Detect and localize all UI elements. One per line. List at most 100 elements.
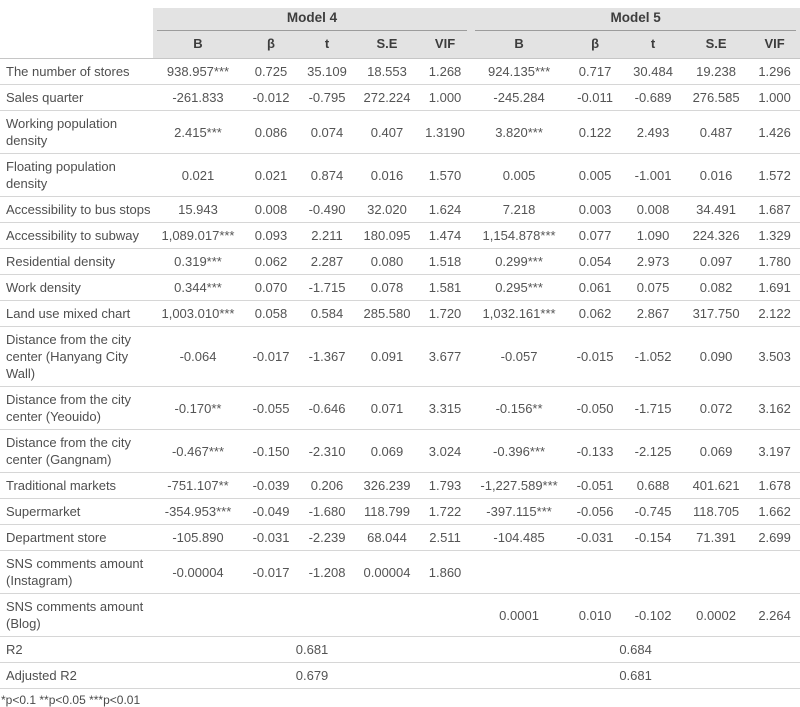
summary-row: R2 0.681 0.684 bbox=[0, 636, 800, 663]
model5-summary-value: 0.684 bbox=[471, 636, 800, 663]
cell-value: -0.150 bbox=[243, 429, 299, 473]
cell-value: 3.503 bbox=[749, 326, 800, 387]
row-label: Accessibility to subway bbox=[0, 222, 153, 249]
cell-value: 3.162 bbox=[749, 386, 800, 430]
cell-value: 0.021 bbox=[153, 153, 243, 197]
cell-value: 0.070 bbox=[243, 274, 299, 301]
cell-value: -0.154 bbox=[623, 524, 684, 551]
cell-value: -1.001 bbox=[623, 153, 684, 197]
row-label: Floating population density bbox=[0, 153, 153, 197]
cell-value: -1,227.589*** bbox=[471, 472, 568, 499]
cell-value: -2.239 bbox=[299, 524, 355, 551]
table-row: Department store -105.890 -0.031 -2.239 68.0… bbox=[0, 524, 800, 551]
cell-value: 924.135*** bbox=[471, 58, 568, 85]
cell-value: 118.705 bbox=[683, 498, 750, 525]
summary-label: Adjusted R2 bbox=[0, 662, 153, 689]
col-header-vif: VIF bbox=[749, 31, 800, 59]
cell-value: 2.973 bbox=[623, 248, 684, 275]
cell-value: -0.467*** bbox=[153, 429, 243, 473]
cell-value: -0.057 bbox=[471, 326, 568, 387]
cell-value: 0.0002 bbox=[683, 593, 750, 637]
cell-value: 1.780 bbox=[749, 248, 800, 275]
cell-value: 2.211 bbox=[299, 222, 355, 249]
cell-value: 0.021 bbox=[243, 153, 299, 197]
cell-value: -0.051 bbox=[567, 472, 624, 499]
col-header-beta: β bbox=[567, 31, 624, 59]
cell-value: 1.329 bbox=[749, 222, 800, 249]
table-row: Sales quarter -261.833 -0.012 -0.795 272.224… bbox=[0, 84, 800, 111]
cell-value: 0.005 bbox=[567, 153, 624, 197]
cell-value: 0.0001 bbox=[471, 593, 568, 637]
cell-value bbox=[623, 550, 684, 594]
cell-value: 1.474 bbox=[419, 222, 472, 249]
cell-value: -0.049 bbox=[243, 498, 299, 525]
cell-value: 0.069 bbox=[355, 429, 419, 473]
cell-value: 35.109 bbox=[299, 58, 355, 85]
cell-value: -0.133 bbox=[567, 429, 624, 473]
cell-value: 0.016 bbox=[355, 153, 419, 197]
cell-value: -0.689 bbox=[623, 84, 684, 111]
cell-value: -0.396*** bbox=[471, 429, 568, 473]
regression-results-table: Model 4 Model 5 B β t S.E VIF B β t S.E … bbox=[0, 8, 800, 689]
cell-value: -2.125 bbox=[623, 429, 684, 473]
row-label: Distance from the city center (Hanyang C… bbox=[0, 326, 153, 387]
table-row: Land use mixed chart 1,003.010*** 0.058 0.5… bbox=[0, 300, 800, 327]
cell-value: 2.122 bbox=[749, 300, 800, 327]
cell-value: 1.860 bbox=[419, 550, 472, 594]
cell-value: 0.061 bbox=[567, 274, 624, 301]
row-label: Traditional markets bbox=[0, 472, 153, 499]
cell-value: 2.699 bbox=[749, 524, 800, 551]
cell-value: -1.208 bbox=[299, 550, 355, 594]
cell-value: 1.722 bbox=[419, 498, 472, 525]
cell-value: -1.367 bbox=[299, 326, 355, 387]
col-header-se: S.E bbox=[683, 31, 750, 59]
cell-value: 1.687 bbox=[749, 196, 800, 223]
cell-value: 0.072 bbox=[683, 386, 750, 430]
cell-value: 1.570 bbox=[419, 153, 472, 197]
model4-summary-value: 0.681 bbox=[153, 636, 472, 663]
cell-value: 0.062 bbox=[243, 248, 299, 275]
cell-value: 0.725 bbox=[243, 58, 299, 85]
cell-value: -0.102 bbox=[623, 593, 684, 637]
cell-value: 0.874 bbox=[299, 153, 355, 197]
cell-value: 18.553 bbox=[355, 58, 419, 85]
cell-value: 0.344*** bbox=[153, 274, 243, 301]
cell-value: 30.484 bbox=[623, 58, 684, 85]
cell-value: 2.415*** bbox=[153, 110, 243, 154]
cell-value: 0.122 bbox=[567, 110, 624, 154]
table-row: The number of stores 938.957*** 0.725 35.10… bbox=[0, 58, 800, 85]
model4-summary-value: 0.679 bbox=[153, 662, 472, 689]
cell-value: -0.490 bbox=[299, 196, 355, 223]
cell-value: 15.943 bbox=[153, 196, 243, 223]
table-row: Work density 0.344*** 0.070 -1.715 0.078 1.58… bbox=[0, 274, 800, 301]
cell-value: -245.284 bbox=[471, 84, 568, 111]
cell-value: 285.580 bbox=[355, 300, 419, 327]
table-row: Accessibility to subway 1,089.017*** 0.093… bbox=[0, 222, 800, 249]
cell-value: 1.678 bbox=[749, 472, 800, 499]
cell-value: -0.039 bbox=[243, 472, 299, 499]
row-label: Accessibility to bus stops bbox=[0, 196, 153, 223]
cell-value: 272.224 bbox=[355, 84, 419, 111]
cell-value: 0.093 bbox=[243, 222, 299, 249]
cell-value: -1.680 bbox=[299, 498, 355, 525]
row-label: Distance from the city center (Gangnam) bbox=[0, 429, 153, 473]
table-row: SNS comments amount (Instagram) -0.00004-… bbox=[0, 550, 800, 594]
cell-value: 19.238 bbox=[683, 58, 750, 85]
cell-value: 1.426 bbox=[749, 110, 800, 154]
cell-value bbox=[419, 593, 472, 637]
cell-value: 0.071 bbox=[355, 386, 419, 430]
cell-value: -0.056 bbox=[567, 498, 624, 525]
cell-value: 938.957*** bbox=[153, 58, 243, 85]
cell-value: 0.062 bbox=[567, 300, 624, 327]
col-header-b: B bbox=[471, 31, 568, 59]
cell-value: 0.005 bbox=[471, 153, 568, 197]
cell-value: 3.315 bbox=[419, 386, 472, 430]
cell-value: 0.080 bbox=[355, 248, 419, 275]
cell-value: 1.691 bbox=[749, 274, 800, 301]
row-label: Working population density bbox=[0, 110, 153, 154]
cell-value: 2.867 bbox=[623, 300, 684, 327]
cell-value bbox=[153, 593, 243, 637]
table-row: Distance from the city center (Gangnam) -… bbox=[0, 429, 800, 473]
cell-value: -0.011 bbox=[567, 84, 624, 111]
cell-value: 1.000 bbox=[419, 84, 472, 111]
